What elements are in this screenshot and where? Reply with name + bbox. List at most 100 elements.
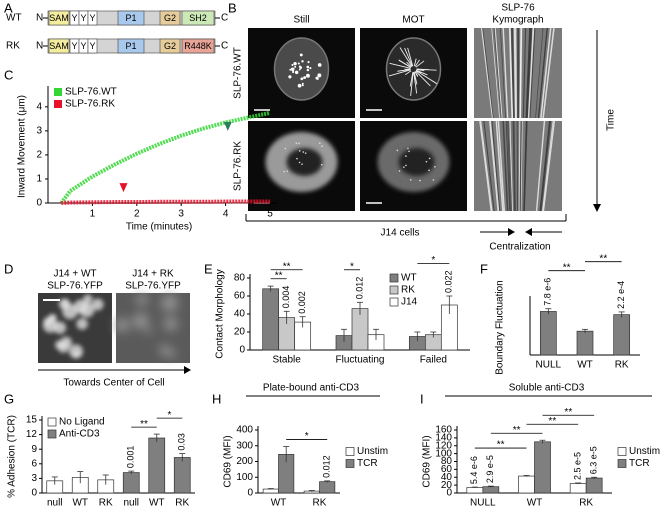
image-title: J14 + RK	[132, 269, 174, 280]
domain-label: Y	[80, 13, 86, 23]
x-tick-label: RK	[615, 360, 629, 371]
domain	[181, 38, 215, 54]
legend-label: Unstim	[357, 446, 388, 457]
p-value-label: 0.03	[177, 433, 187, 451]
row-title: SLP-76.RK	[233, 141, 244, 191]
cluster	[297, 62, 300, 65]
y-axis-label: CD69 (MFI)	[223, 435, 234, 487]
kymograph-streak	[523, 120, 528, 212]
kymograph-streak	[483, 120, 495, 212]
puncta	[163, 316, 178, 331]
n-terminus: N	[36, 41, 43, 52]
y-tick-label: 20	[441, 480, 453, 491]
p-value-label: 0.022	[444, 270, 454, 293]
x-tick-label: NULL	[536, 360, 562, 371]
domain	[159, 38, 181, 54]
track	[407, 47, 414, 67]
cluster	[292, 70, 295, 74]
kymograph-streak	[527, 27, 535, 119]
kymograph-streak	[529, 27, 536, 119]
panel-label: G	[4, 391, 14, 406]
x-tick-label: 4	[223, 209, 229, 220]
domain	[181, 10, 215, 26]
legend-swatch	[345, 447, 355, 456]
bar	[262, 288, 280, 351]
cluster	[296, 157, 298, 160]
kymograph-streak	[535, 120, 546, 212]
bar	[148, 437, 166, 494]
kymograph-streak	[514, 27, 518, 119]
kymograph-streak	[489, 120, 500, 212]
legend-label: TCR	[357, 458, 378, 469]
legend-swatch	[345, 459, 355, 468]
puncta	[135, 293, 148, 306]
image-title: J14 + WT	[53, 269, 96, 280]
cluster	[297, 83, 302, 88]
time-label: Time	[606, 109, 617, 131]
significance-stars: **	[283, 261, 291, 272]
legend-label: J14	[401, 297, 418, 308]
domain	[117, 10, 145, 26]
puncta	[132, 312, 150, 330]
panel-label: I	[420, 391, 424, 406]
cluster	[298, 68, 301, 71]
bar	[585, 477, 603, 494]
significance-stars: *	[350, 261, 354, 272]
kymograph-streak	[493, 27, 502, 119]
y-tick-label: 15	[26, 415, 38, 426]
cluster	[317, 63, 322, 67]
column-title: MOT	[402, 15, 424, 26]
bar	[518, 475, 535, 494]
panel-label: B	[228, 0, 237, 15]
kymograph-streak	[479, 120, 493, 212]
p-value-label: 2.5 e-5	[573, 452, 583, 480]
domain-label: G2	[164, 13, 176, 23]
significance-stars: **	[140, 419, 148, 430]
cluster	[298, 150, 301, 152]
c-terminus: C	[221, 41, 228, 52]
domain-label: Y	[71, 13, 77, 23]
cluster	[428, 157, 431, 160]
legend-swatch	[389, 273, 399, 283]
domain	[159, 10, 181, 26]
y-tick-label: 120	[435, 440, 452, 451]
cluster	[316, 77, 319, 80]
legend-swatch	[47, 429, 57, 439]
x-tick-label: WT	[527, 498, 543, 509]
direction-arrowhead	[184, 366, 191, 374]
puncta	[160, 294, 179, 312]
kymograph-streak	[537, 27, 548, 119]
x-tick-label: null	[47, 498, 63, 509]
kymograph-streak	[542, 120, 554, 212]
column-title: Kymograph	[492, 15, 543, 26]
kymograph-streak	[539, 120, 552, 212]
y-tick-label: 140	[435, 433, 452, 444]
x-tick-label: RK	[99, 498, 113, 509]
kymograph-streak	[539, 120, 550, 212]
x-tick-label: Fluctuating	[336, 355, 385, 366]
domain-label: P1	[125, 13, 136, 23]
significance-stars: *	[305, 431, 309, 442]
cluster	[294, 65, 297, 68]
track	[404, 47, 413, 67]
x-tick-label: WT	[149, 498, 165, 509]
c-terminus: C	[221, 13, 228, 24]
domain-label: Y	[80, 41, 86, 51]
legend-swatch	[617, 447, 627, 456]
cluster	[303, 76, 307, 80]
p-value-label: 0.001	[126, 446, 136, 469]
x-tick-label: NULL	[470, 498, 496, 509]
y-tick-label: 400	[236, 425, 253, 436]
puncta	[62, 303, 78, 320]
cluster	[408, 150, 410, 153]
puncta	[91, 298, 104, 311]
cell-outline	[385, 37, 442, 101]
bar	[122, 472, 140, 494]
y-tick-label: 0	[239, 345, 245, 356]
kymograph-streak	[505, 120, 511, 212]
image-title: SLP-76.YFP	[47, 281, 103, 292]
track	[413, 71, 418, 85]
puncta	[114, 317, 130, 333]
p-value-label: 2.9 e-5	[485, 455, 495, 483]
